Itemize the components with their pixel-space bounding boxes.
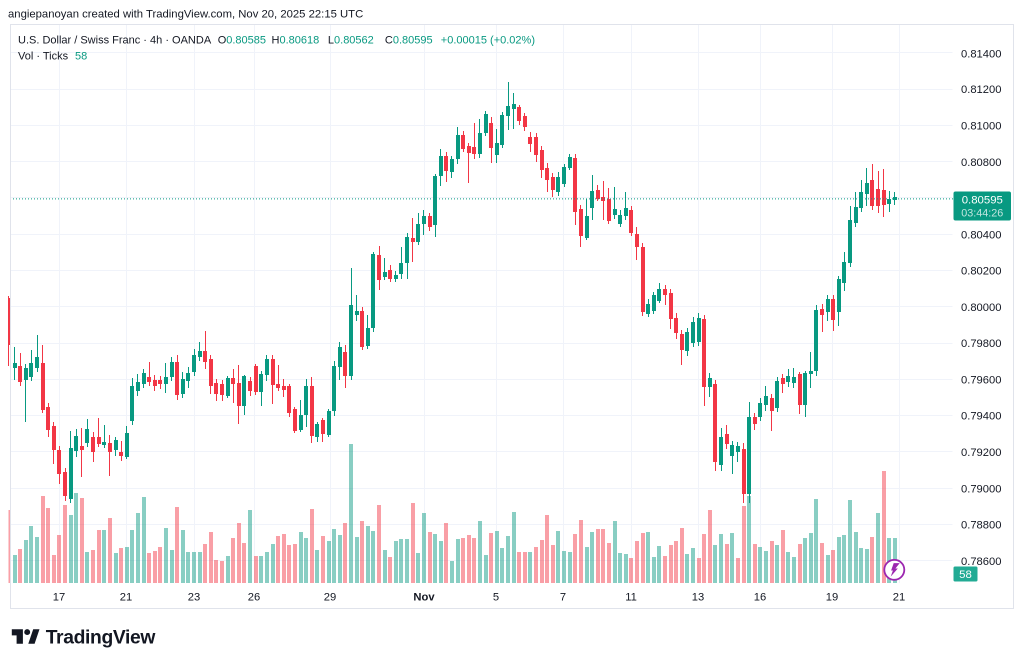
- svg-text:7: 7: [560, 592, 566, 604]
- svg-text:03:44:26: 03:44:26: [961, 207, 1003, 219]
- svg-text:21: 21: [893, 592, 905, 604]
- svg-text:13: 13: [692, 592, 704, 604]
- svg-text:0.79800: 0.79800: [961, 338, 1001, 350]
- svg-text:17: 17: [53, 592, 65, 604]
- svg-text:0.81000: 0.81000: [961, 121, 1001, 133]
- svg-text:26: 26: [248, 592, 260, 604]
- svg-text:0.79000: 0.79000: [961, 483, 1001, 495]
- svg-text:H0.80618: H0.80618: [272, 35, 320, 47]
- svg-text:0.81200: 0.81200: [961, 84, 1001, 96]
- svg-text:29: 29: [324, 592, 336, 604]
- svg-text:O0.80585: O0.80585: [218, 35, 266, 47]
- svg-text:0.79600: 0.79600: [961, 375, 1001, 387]
- svg-text:0.78800: 0.78800: [961, 520, 1001, 532]
- svg-text:5: 5: [493, 592, 499, 604]
- svg-text:11: 11: [625, 592, 637, 604]
- svg-text:0.81400: 0.81400: [961, 48, 1001, 60]
- svg-text:U.S. Dollar / Swiss Franc · 4h: U.S. Dollar / Swiss Franc · 4h · OANDA: [18, 35, 212, 47]
- svg-text:Vol · Ticks: Vol · Ticks: [18, 51, 69, 63]
- svg-text:0.79400: 0.79400: [961, 411, 1001, 423]
- svg-text:0.78600: 0.78600: [961, 556, 1001, 568]
- svg-text:0.80200: 0.80200: [961, 266, 1001, 278]
- svg-text:16: 16: [754, 592, 766, 604]
- svg-text:0.80000: 0.80000: [961, 302, 1001, 314]
- svg-text:21: 21: [120, 592, 132, 604]
- svg-text:58: 58: [959, 569, 972, 581]
- svg-text:19: 19: [826, 592, 838, 604]
- svg-text:58: 58: [75, 51, 87, 63]
- svg-text:0.80400: 0.80400: [961, 229, 1001, 241]
- svg-text:0.80595: 0.80595: [962, 195, 1003, 207]
- svg-text:angiepanoyan created with Trad: angiepanoyan created with TradingView.co…: [8, 9, 363, 21]
- svg-text:0.80800: 0.80800: [961, 157, 1001, 169]
- svg-text:TradingView: TradingView: [46, 627, 157, 648]
- svg-text:23: 23: [188, 592, 200, 604]
- svg-text:C0.80595: C0.80595: [385, 35, 433, 47]
- svg-text:0.79200: 0.79200: [961, 447, 1001, 459]
- svg-text:+0.00015 (+0.02%): +0.00015 (+0.02%): [441, 35, 535, 47]
- svg-text:Nov: Nov: [413, 592, 435, 604]
- svg-text:L0.80562: L0.80562: [328, 35, 374, 47]
